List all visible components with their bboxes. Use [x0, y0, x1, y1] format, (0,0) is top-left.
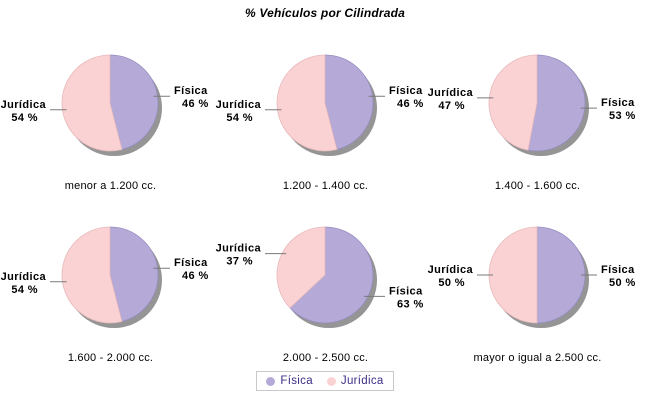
- slice-value-label-juridica: 47 %: [438, 100, 465, 112]
- slice-value-label-fisica: 53 %: [609, 110, 636, 122]
- slice-value-label-juridica: 50 %: [438, 277, 465, 289]
- legend: Física Jurídica: [256, 371, 393, 391]
- pie-chart-svg-2: Física46 % Jurídica54 %: [218, 36, 433, 176]
- pie-chart-svg-6: Física50 %Jurídica50 %: [430, 208, 645, 348]
- chart-title: % Vehículos por Cilindrada: [0, 6, 650, 20]
- pie-cell-5: Física63 % Jurídica37 % 2.000 - 2.500 cc.: [218, 208, 433, 365]
- slice-name-label-juridica: Jurídica: [428, 87, 474, 99]
- slice-name-label-fisica: Física: [389, 85, 423, 97]
- slice-value-label-juridica: 54 %: [11, 284, 38, 296]
- pie-chart-svg-4: Física46 % Jurídica54 %: [3, 208, 218, 348]
- pie-category-label: menor a 1.200 cc.: [3, 180, 218, 193]
- legend-item-juridica: Jurídica: [327, 375, 384, 387]
- pie-chart-svg-5: Física63 % Jurídica37 %: [218, 208, 433, 348]
- slice-name-label-juridica: Jurídica: [1, 271, 47, 283]
- pie-category-label: 2.000 - 2.500 cc.: [218, 352, 433, 365]
- pie-cell-2: Física46 % Jurídica54 % 1.200 - 1.400 cc.: [218, 36, 433, 193]
- slice-value-label-juridica: 54 %: [11, 112, 38, 124]
- slice-name-label-fisica: Física: [601, 97, 635, 109]
- slice-name-label-fisica: Física: [601, 264, 635, 276]
- pie-cell-1: Física46 % Jurídica54 % menor a 1.200 cc.: [3, 36, 218, 193]
- pie-category-label: 1.400 - 1.600 cc.: [430, 180, 645, 193]
- chart-canvas: % Vehículos por Cilindrada Física46 %Jur…: [0, 0, 650, 400]
- pie-cell-4: Física46 % Jurídica54 % 1.600 - 2.000 cc.: [3, 208, 218, 365]
- juridica-color-swatch-icon: [327, 377, 336, 386]
- slice-name-label-juridica: Jurídica: [428, 264, 474, 276]
- slice-name-label-juridica: Jurídica: [216, 243, 262, 255]
- slice-value-label-fisica: 46 %: [397, 98, 424, 110]
- pie-category-label: 1.200 - 1.400 cc.: [218, 180, 433, 193]
- slice-value-label-juridica: 54 %: [226, 112, 253, 124]
- pie-cell-3: Física53 % Jurídica47 % 1.400 - 1.600 cc.: [430, 36, 645, 193]
- slice-value-label-fisica: 46 %: [182, 98, 209, 110]
- pie-chart-svg-1: Física46 % Jurídica54 %: [3, 36, 218, 176]
- legend-item-fisica: Física: [266, 375, 312, 387]
- pie-cell-6: Física50 %Jurídica50 % mayor o igual a 2…: [430, 208, 645, 365]
- slice-name-label-juridica: Jurídica: [1, 99, 47, 111]
- pie-slice-juridica: [489, 55, 537, 150]
- fisica-color-swatch-icon: [266, 377, 275, 386]
- slice-value-label-fisica: 46 %: [182, 270, 209, 282]
- slice-name-label-juridica: Jurídica: [216, 99, 262, 111]
- slice-name-label-fisica: Física: [174, 85, 208, 97]
- slice-value-label-fisica: 50 %: [609, 277, 636, 289]
- slice-value-label-fisica: 63 %: [397, 298, 424, 310]
- legend-label-juridica: Jurídica: [341, 375, 384, 387]
- slice-value-label-juridica: 37 %: [226, 256, 253, 268]
- slice-name-label-fisica: Física: [389, 285, 423, 297]
- pie-category-label: mayor o igual a 2.500 cc.: [430, 352, 645, 365]
- pie-chart-svg-3: Física53 % Jurídica47 %: [430, 36, 645, 176]
- pie-category-label: 1.600 - 2.000 cc.: [3, 352, 218, 365]
- legend-label-fisica: Física: [280, 375, 312, 387]
- legend-wrap: Física Jurídica: [0, 371, 650, 391]
- slice-name-label-fisica: Física: [174, 257, 208, 269]
- pie-slice-juridica: [489, 227, 537, 323]
